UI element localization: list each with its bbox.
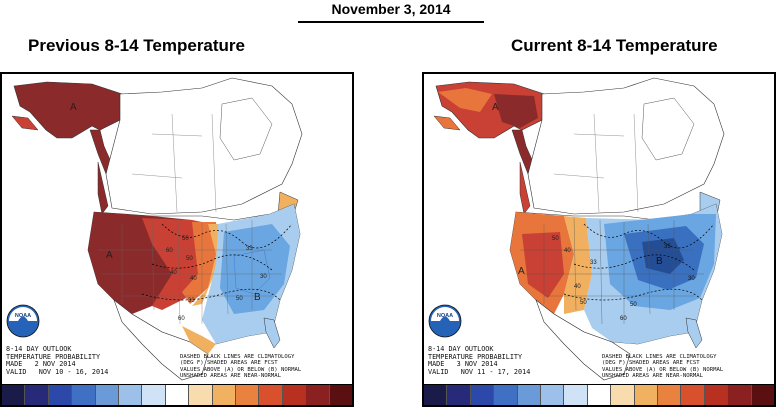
- legend-swatch-10: [658, 385, 682, 405]
- current-map-graphic: A A B 50 40 33 40 50 33 50 60: [433, 77, 725, 381]
- canada-region: [105, 77, 303, 215]
- legend-swatch-11: [259, 385, 283, 405]
- legend-swatch-13: [728, 385, 752, 405]
- svg-text:33: 33: [664, 244, 671, 250]
- svg-text:60: 60: [166, 248, 173, 254]
- legend-swatch-6: [142, 385, 166, 405]
- noaa-logo: NOAA: [428, 304, 462, 338]
- svg-text:30: 30: [688, 276, 695, 282]
- svg-text:50: 50: [182, 236, 189, 242]
- alaska-region: [13, 81, 123, 139]
- legend-swatch-0: [2, 385, 26, 405]
- alaska-above-label: A: [70, 102, 77, 113]
- legend-swatch-8: [189, 385, 213, 405]
- current-legend-note: DASHED BLACK LINES ARE CLIMATOLOGY (DEG …: [602, 354, 724, 380]
- alaska-above-label: A: [492, 102, 499, 113]
- legend-swatch-12: [282, 385, 307, 405]
- date-header: November 3, 2014: [331, 1, 451, 17]
- svg-text:60: 60: [620, 316, 627, 322]
- legend-swatch-11: [681, 385, 705, 405]
- legend-swatch-0: [424, 385, 448, 405]
- legend-swatch-8: [611, 385, 635, 405]
- legend-swatch-4: [517, 385, 542, 405]
- west-above-label: A: [518, 266, 525, 277]
- previous-outlook-map: A A B 50 60 40 50 40 33: [0, 72, 354, 407]
- legend-swatch-7: [587, 385, 612, 405]
- legend-swatch-12: [704, 385, 729, 405]
- legend-swatch-3: [72, 385, 96, 405]
- svg-text:50: 50: [236, 296, 243, 302]
- svg-text:30: 30: [260, 274, 267, 280]
- legend-swatch-1: [447, 385, 471, 405]
- svg-text:40: 40: [574, 284, 581, 290]
- current-map-title: Current 8-14 Temperature: [511, 36, 718, 55]
- mexico-outline: [113, 299, 209, 381]
- previous-color-legend: [2, 384, 352, 405]
- previous-outlook-caption: 8-14 DAY OUTLOOK TEMPERATURE PROBABILITY…: [6, 345, 109, 376]
- legend-swatch-9: [634, 385, 659, 405]
- east-below-darkest: [642, 238, 684, 274]
- svg-text:60: 60: [178, 316, 185, 322]
- west-above-mid: [522, 232, 564, 298]
- svg-text:40: 40: [170, 270, 177, 276]
- previous-legend-note: DASHED BLACK LINES ARE CLIMATOLOGY (DEG …: [180, 354, 302, 380]
- east-below-label: B: [254, 292, 261, 303]
- svg-text:33: 33: [246, 246, 253, 252]
- previous-map-title: Previous 8-14 Temperature: [28, 36, 245, 55]
- legend-swatch-6: [564, 385, 588, 405]
- legend-swatch-14: [329, 385, 352, 405]
- legend-swatch-1: [25, 385, 49, 405]
- legend-swatch-9: [212, 385, 237, 405]
- current-color-legend: [424, 384, 774, 405]
- noaa-logo: NOAA: [6, 304, 40, 338]
- west-above-label: A: [106, 250, 113, 261]
- legend-swatch-2: [470, 385, 495, 405]
- legend-swatch-3: [494, 385, 518, 405]
- legend-swatch-10: [236, 385, 260, 405]
- previous-map-graphic: A A B 50 60 40 50 40 33: [11, 77, 303, 381]
- mexico-outline: [535, 299, 631, 381]
- current-outlook-caption: 8-14 DAY OUTLOOK TEMPERATURE PROBABILITY…: [428, 345, 531, 376]
- svg-text:50: 50: [630, 302, 637, 308]
- svg-text:40: 40: [190, 276, 197, 282]
- legend-swatch-14: [751, 385, 774, 405]
- east-below-label: B: [656, 256, 663, 267]
- svg-text:40: 40: [564, 248, 571, 254]
- canada-region: [527, 77, 725, 215]
- svg-text:50: 50: [186, 256, 193, 262]
- svg-text:33: 33: [590, 260, 597, 266]
- svg-text:33: 33: [188, 298, 195, 304]
- legend-swatch-5: [119, 385, 143, 405]
- svg-text:NOAA: NOAA: [437, 313, 453, 319]
- legend-swatch-4: [95, 385, 120, 405]
- legend-swatch-5: [541, 385, 565, 405]
- legend-swatch-13: [306, 385, 330, 405]
- current-outlook-map: A A B 50 40 33 40 50 33 50 60: [422, 72, 776, 407]
- svg-text:NOAA: NOAA: [15, 313, 31, 319]
- svg-text:50: 50: [552, 236, 559, 242]
- svg-text:50: 50: [580, 300, 587, 306]
- date-underline: [298, 21, 484, 23]
- legend-swatch-7: [165, 385, 190, 405]
- legend-swatch-2: [48, 385, 73, 405]
